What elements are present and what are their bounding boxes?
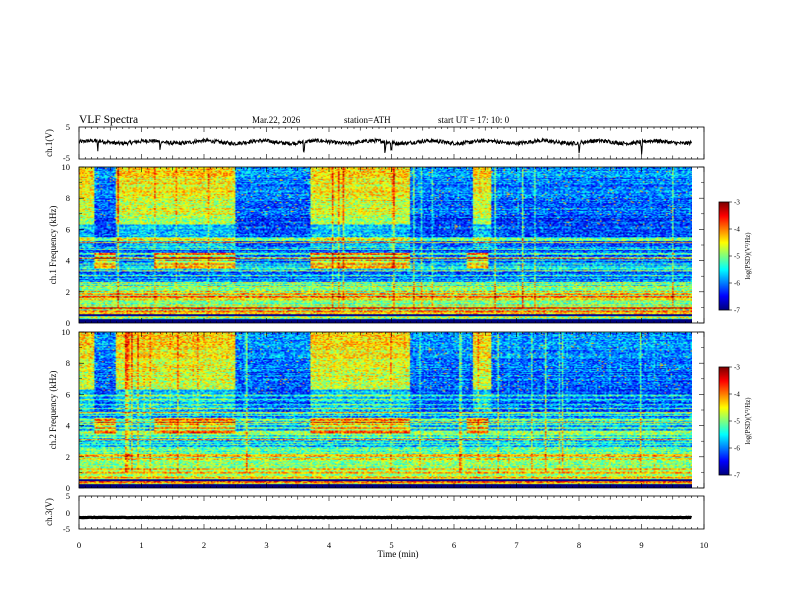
colorbar-tick-label: -4 — [734, 226, 740, 234]
ch1-spectrogram-image — [79, 167, 692, 323]
ch3-ytick-neg5: -5 — [63, 524, 70, 534]
colorbar-tick-label: -3 — [734, 199, 740, 207]
frequency-tick-label: 4 — [66, 421, 71, 431]
x-tick-label: 2 — [202, 540, 206, 550]
frequency-tick-label: 6 — [66, 224, 70, 234]
ch1-signal-line — [78, 137, 692, 155]
figure-title: VLF Spectra — [79, 114, 138, 126]
x-tick-label: 10 — [700, 540, 709, 550]
colorbar-tick-label: -6 — [734, 280, 740, 288]
ch1-colorbar: -3 -4 -5 -6 -7 log(PSD)(V²/Hz) — [718, 199, 752, 315]
x-tick-label: 5 — [389, 540, 393, 550]
ch2-colorbar-label: log(PSD)(V²/Hz) — [745, 398, 752, 445]
ch3-ytick-0: 0 — [66, 508, 70, 518]
x-tick-label: 1 — [139, 540, 143, 550]
ch3-signal-line — [78, 515, 693, 520]
frequency-tick-label: 8 — [66, 193, 70, 203]
x-tick-label: 9 — [639, 540, 643, 550]
ch2-spectrogram-image — [79, 332, 692, 488]
ch2-frequency-ylabel: ch.2 Frequency (kHz) — [48, 371, 58, 450]
frequency-tick-label: 10 — [62, 327, 71, 337]
header-date: Mar.22, 2026 — [252, 115, 301, 125]
header-start-time: start UT = 17: 10: 0 — [438, 115, 510, 125]
x-tick-label: 0 — [77, 540, 81, 550]
ch1-colorbar-gradient — [719, 202, 729, 310]
ch1-colorbar-label: log(PSD)(V²/Hz) — [745, 233, 752, 280]
colorbar-tick-label: -3 — [734, 364, 740, 372]
time-xlabel: Time (min) — [378, 549, 419, 559]
x-tick-label: 7 — [514, 540, 518, 550]
frequency-tick-label: 0 — [66, 318, 70, 328]
frequency-tick-label: 4 — [66, 256, 71, 266]
x-tick-label: 3 — [264, 540, 268, 550]
frequency-tick-label: 2 — [66, 287, 70, 297]
ch1-ylabel: ch.1(V) — [44, 129, 54, 157]
ch1-spectrogram-panel: 0 2 4 6 8 10 ch.1 Frequency (kHz) — [48, 162, 705, 328]
colorbar-tick-label: -7 — [734, 472, 740, 480]
ch2-colorbar-gradient — [719, 367, 729, 475]
ch2-colorbar: -3 -4 -5 -6 -7 log(PSD)(V²/Hz) — [718, 364, 752, 480]
frequency-tick-label: 0 — [66, 483, 70, 493]
frequency-tick-label: 6 — [66, 389, 70, 399]
x-tick-label: 8 — [577, 540, 581, 550]
x-tick-label: 4 — [327, 540, 332, 550]
colorbar-tick-label: -6 — [734, 445, 740, 453]
ch1-ytick-5: 5 — [66, 122, 70, 132]
x-tick-label: 6 — [452, 540, 456, 550]
ch3-ylabel: ch.3(V) — [44, 498, 54, 526]
frequency-tick-label: 8 — [66, 358, 70, 368]
colorbar-tick-label: -5 — [734, 253, 740, 261]
ch1-frequency-ylabel: ch.1 Frequency (kHz) — [48, 206, 58, 285]
ch2-spectrogram-panel: 0 2 4 6 8 10 ch.2 Frequency (kHz) — [48, 327, 705, 493]
colorbar-tick-label: -5 — [734, 418, 740, 426]
ch1-ytick-neg5: -5 — [63, 153, 70, 163]
frequency-tick-label: 2 — [66, 452, 70, 462]
frequency-tick-label: 10 — [62, 162, 71, 172]
colorbar-tick-label: -4 — [734, 391, 740, 399]
ch3-timeseries-panel: 5 0 -5 ch.3(V) 0 1 2 3 4 5 6 7 8 9 10 Time (min) — [44, 491, 708, 559]
colorbar-tick-label: -7 — [734, 307, 740, 315]
header-station: station=ATH — [344, 115, 391, 125]
ch3-ytick-5: 5 — [66, 491, 70, 501]
ch1-timeseries-panel: 5 -5 ch.1(V) — [44, 122, 705, 163]
